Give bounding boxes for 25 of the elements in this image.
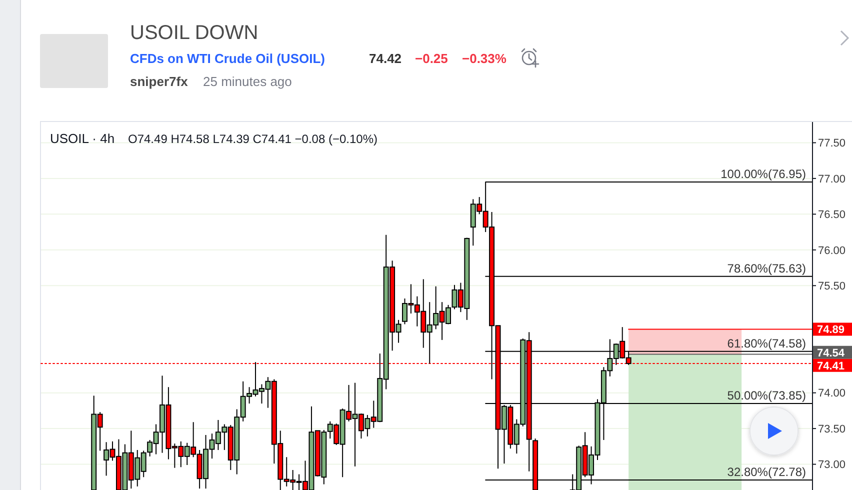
annotation: USOIL · 4h [50,131,115,146]
y-tick-label: 73.50 [818,423,846,436]
ref-line-label: 50.00%(73.85) [727,388,806,403]
y-tick-label: 76.00 [818,244,846,257]
y-tick-label: 75.50 [818,280,846,292]
text: −0.33% [462,51,507,66]
chart-subtitle: CFDs on WTI Crude Oil (USOIL) [130,51,325,66]
text: sniper7fx [130,74,189,89]
annotation: O74.49 H74.58 L74.39 C74.41 −0.08 (−0.10%) [128,132,378,146]
text: −0.25 [415,51,448,66]
text: 74.42 [369,51,402,66]
ref-line-label: 74.54 [817,347,846,360]
ref-line-label: 74.41 [817,360,845,372]
text: 25 minutes ago [203,74,292,89]
y-tick-label: 73.00 [818,459,846,472]
ref-line-label: 61.80%(74.58) [727,336,806,350]
ref-line-label: 32.80%(72.78) [727,464,806,479]
y-tick-label: 77.00 [818,173,846,186]
chart-title: USOIL DOWN [130,22,258,44]
ref-line-label: 100.00%(76.95) [720,167,806,182]
ref-line-label: 74.89 [817,324,845,336]
y-tick-label: 74.00 [818,388,846,400]
ref-line-label: 78.60%(75.63) [727,261,806,276]
y-tick-label: 76.50 [818,209,846,222]
y-tick-label: 77.50 [818,138,846,150]
